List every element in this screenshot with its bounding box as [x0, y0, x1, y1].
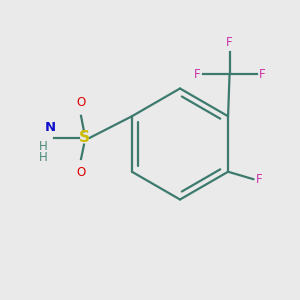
Text: O: O: [76, 166, 85, 179]
Text: O: O: [76, 96, 85, 109]
Text: F: F: [259, 68, 266, 81]
Text: F: F: [226, 36, 233, 49]
Text: H: H: [39, 140, 48, 152]
Text: F: F: [194, 68, 200, 81]
Text: F: F: [256, 173, 262, 186]
Text: N: N: [44, 122, 56, 134]
Text: H: H: [39, 151, 48, 164]
Text: S: S: [79, 130, 89, 146]
